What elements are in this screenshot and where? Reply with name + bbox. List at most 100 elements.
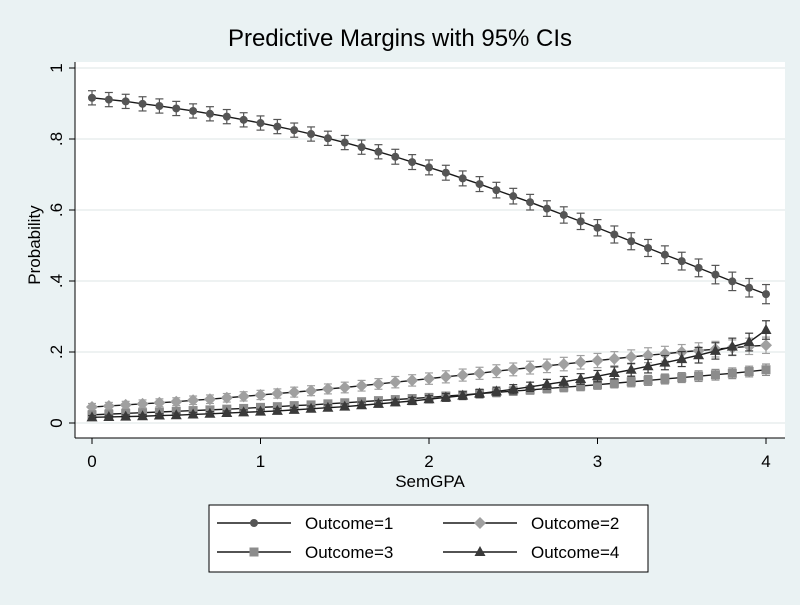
data-point bbox=[727, 368, 737, 378]
data-point bbox=[170, 395, 183, 408]
data-point bbox=[642, 360, 654, 371]
axes: 0 .2 .4 .6 .8 1 0 1 2 3 4 bbox=[47, 62, 785, 471]
legend-item-2: Outcome=2 bbox=[443, 514, 619, 533]
x-tick-label: 0 bbox=[87, 452, 96, 471]
data-point bbox=[474, 387, 486, 398]
data-point bbox=[760, 339, 772, 352]
data-point bbox=[709, 344, 721, 355]
data-point bbox=[103, 410, 115, 421]
data-point bbox=[121, 97, 130, 106]
data-point bbox=[694, 263, 703, 272]
data-point bbox=[271, 387, 284, 400]
y-tick-label: .2 bbox=[47, 345, 66, 359]
data-point bbox=[153, 409, 165, 420]
data-point bbox=[710, 370, 720, 380]
y-tick-label: .6 bbox=[47, 203, 66, 217]
legend: Outcome=1 Outcome=2 Outcome=3 Outcome=4 bbox=[208, 504, 649, 573]
data-point bbox=[507, 383, 519, 394]
y-axis-label: Probability bbox=[25, 205, 44, 285]
data-point bbox=[608, 352, 621, 365]
data-point bbox=[389, 376, 402, 389]
data-point bbox=[677, 373, 687, 383]
data-point bbox=[372, 397, 384, 408]
data-point bbox=[507, 363, 520, 376]
data-point bbox=[658, 347, 671, 360]
data-point bbox=[490, 365, 503, 378]
data-point bbox=[239, 115, 248, 124]
data-point bbox=[305, 384, 318, 397]
data-point bbox=[290, 126, 299, 135]
data-point bbox=[473, 367, 486, 380]
data-point bbox=[339, 400, 351, 411]
data-point bbox=[643, 375, 653, 385]
data-point bbox=[357, 143, 366, 152]
x-axis-label: SemGPA bbox=[395, 472, 465, 491]
data-point bbox=[475, 180, 484, 189]
data-point bbox=[137, 410, 149, 421]
data-point bbox=[238, 406, 250, 417]
data-point bbox=[189, 106, 198, 115]
data-point bbox=[221, 407, 233, 418]
data-point bbox=[761, 365, 771, 375]
data-point bbox=[627, 237, 636, 246]
data-point bbox=[408, 158, 417, 167]
data-point bbox=[458, 174, 467, 183]
data-point bbox=[187, 408, 199, 419]
legend-marker bbox=[474, 517, 486, 529]
data-point bbox=[644, 243, 653, 252]
legend-marker bbox=[250, 519, 258, 527]
data-point bbox=[457, 389, 469, 400]
data-point bbox=[743, 336, 755, 347]
data-point bbox=[372, 377, 385, 390]
data-point bbox=[406, 394, 418, 405]
data-point bbox=[625, 363, 637, 374]
data-point bbox=[203, 393, 216, 406]
data-point bbox=[88, 93, 96, 102]
data-point bbox=[609, 378, 619, 388]
data-point bbox=[760, 323, 772, 334]
data-point bbox=[153, 396, 166, 409]
data-point bbox=[660, 374, 670, 384]
data-point bbox=[322, 401, 334, 412]
data-point bbox=[574, 356, 587, 369]
y-tick-label: 1 bbox=[47, 63, 66, 72]
series-2 bbox=[86, 336, 772, 414]
data-point bbox=[170, 409, 182, 420]
data-point bbox=[355, 379, 368, 392]
legend-marker bbox=[474, 546, 486, 556]
data-point bbox=[642, 349, 655, 362]
data-point bbox=[728, 277, 737, 286]
data-point bbox=[660, 250, 669, 259]
data-point bbox=[676, 353, 688, 364]
data-point bbox=[323, 134, 332, 143]
data-point bbox=[391, 152, 400, 161]
grid-lines bbox=[75, 67, 785, 424]
data-point bbox=[524, 361, 537, 374]
data-point bbox=[374, 147, 383, 156]
legend-label: Outcome=2 bbox=[531, 514, 619, 533]
data-point bbox=[439, 370, 452, 383]
data-point bbox=[593, 223, 602, 232]
data-point bbox=[340, 138, 349, 147]
data-point bbox=[86, 411, 98, 422]
y-tick-label: 0 bbox=[47, 418, 66, 427]
data-point bbox=[576, 217, 585, 226]
data-point bbox=[187, 394, 200, 407]
data-point bbox=[694, 371, 704, 381]
data-point bbox=[626, 377, 636, 387]
data-point bbox=[456, 369, 469, 382]
data-point bbox=[540, 359, 553, 372]
data-point bbox=[305, 402, 317, 413]
series-4 bbox=[86, 320, 772, 422]
data-point bbox=[440, 391, 452, 402]
legend-item-1: Outcome=1 bbox=[217, 514, 393, 533]
data-point bbox=[119, 398, 132, 411]
data-point bbox=[222, 112, 231, 121]
data-point bbox=[271, 404, 283, 415]
data-point bbox=[288, 386, 301, 399]
data-point bbox=[220, 391, 233, 404]
data-point bbox=[356, 399, 368, 410]
legend-marker bbox=[249, 547, 259, 557]
